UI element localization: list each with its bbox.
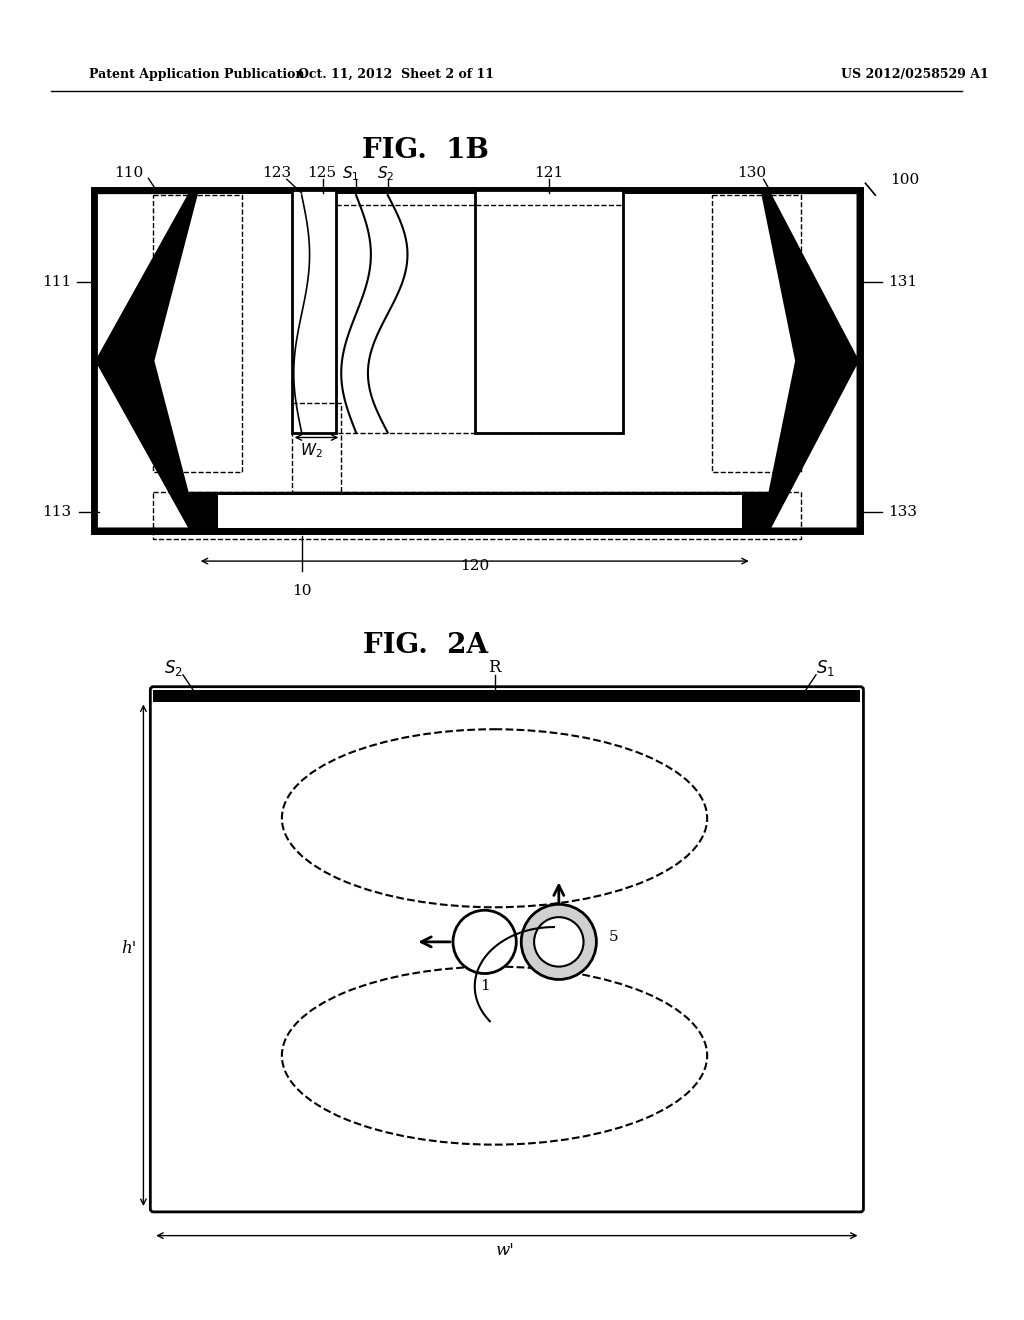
Bar bbox=[154, 195, 243, 473]
Text: $S_1$: $S_1$ bbox=[816, 657, 836, 678]
Text: 111: 111 bbox=[42, 275, 72, 289]
Polygon shape bbox=[98, 194, 188, 356]
Circle shape bbox=[453, 911, 516, 974]
Text: FIG.  1B: FIG. 1B bbox=[361, 137, 488, 164]
Text: 123: 123 bbox=[262, 166, 292, 181]
Text: 120: 120 bbox=[460, 560, 489, 573]
Bar bbox=[94, 190, 860, 532]
Text: 121: 121 bbox=[535, 166, 563, 181]
Text: $W_2$: $W_2$ bbox=[300, 441, 323, 459]
Circle shape bbox=[521, 904, 596, 979]
Text: 10: 10 bbox=[292, 583, 311, 598]
Text: h': h' bbox=[121, 940, 136, 957]
Bar bbox=[154, 492, 801, 540]
Bar bbox=[94, 492, 860, 532]
Text: w': w' bbox=[495, 1242, 514, 1259]
Text: d: d bbox=[544, 211, 554, 224]
Bar bbox=[154, 689, 860, 701]
Text: $S_1$: $S_1$ bbox=[342, 164, 359, 182]
Bar bbox=[292, 403, 341, 492]
Text: Oct. 11, 2012  Sheet 2 of 11: Oct. 11, 2012 Sheet 2 of 11 bbox=[298, 69, 494, 81]
Text: 130: 130 bbox=[737, 166, 766, 181]
Text: R: R bbox=[488, 660, 501, 676]
Bar bbox=[475, 190, 623, 433]
FancyBboxPatch shape bbox=[151, 686, 863, 1212]
Bar bbox=[712, 195, 801, 473]
Text: $S_2$: $S_2$ bbox=[377, 164, 394, 182]
Polygon shape bbox=[771, 366, 856, 528]
Circle shape bbox=[535, 917, 584, 966]
Text: 125: 125 bbox=[307, 166, 336, 181]
Text: 133: 133 bbox=[888, 504, 918, 519]
Text: $S_2$: $S_2$ bbox=[164, 657, 182, 678]
Text: 110: 110 bbox=[114, 166, 143, 181]
Text: US 2012/0258529 A1: US 2012/0258529 A1 bbox=[841, 69, 988, 81]
Bar bbox=[292, 190, 336, 433]
Text: FIG.  2A: FIG. 2A bbox=[362, 632, 487, 659]
Text: $W_1$: $W_1$ bbox=[568, 400, 592, 420]
Text: 131: 131 bbox=[888, 275, 918, 289]
Polygon shape bbox=[762, 190, 860, 532]
Text: 113: 113 bbox=[42, 504, 72, 519]
Bar bbox=[217, 495, 741, 528]
Text: 1: 1 bbox=[480, 979, 489, 994]
Text: Patent Application Publication: Patent Application Publication bbox=[89, 69, 304, 81]
Polygon shape bbox=[98, 366, 188, 528]
Bar bbox=[336, 205, 623, 433]
Text: 5: 5 bbox=[608, 929, 618, 944]
Text: 100: 100 bbox=[890, 173, 920, 187]
Polygon shape bbox=[94, 190, 198, 532]
Polygon shape bbox=[771, 194, 856, 356]
